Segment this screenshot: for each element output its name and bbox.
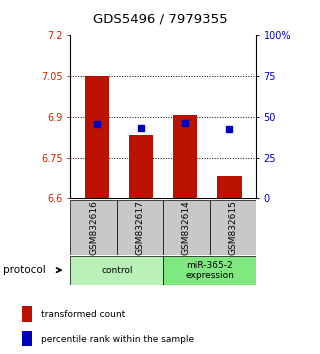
Text: GSM832614: GSM832614	[182, 200, 191, 255]
Bar	[70, 200, 117, 255]
Text: control: control	[101, 266, 132, 275]
Bar	[173, 115, 197, 198]
Bar	[217, 176, 242, 198]
Bar	[22, 331, 32, 347]
Bar	[163, 200, 210, 255]
Bar	[163, 256, 256, 285]
Bar	[210, 200, 256, 255]
Bar	[85, 75, 109, 198]
Text: GDS5496 / 7979355: GDS5496 / 7979355	[93, 12, 227, 25]
Text: GSM832616: GSM832616	[89, 200, 98, 255]
Bar	[117, 200, 163, 255]
Text: transformed count: transformed count	[41, 310, 125, 319]
Text: percentile rank within the sample: percentile rank within the sample	[41, 335, 194, 344]
Text: miR-365-2
expression: miR-365-2 expression	[185, 261, 234, 280]
Bar	[129, 135, 153, 198]
Bar	[22, 306, 32, 322]
Text: GSM832617: GSM832617	[135, 200, 145, 255]
Bar	[70, 256, 163, 285]
Text: protocol: protocol	[3, 265, 46, 275]
Text: GSM832615: GSM832615	[228, 200, 237, 255]
